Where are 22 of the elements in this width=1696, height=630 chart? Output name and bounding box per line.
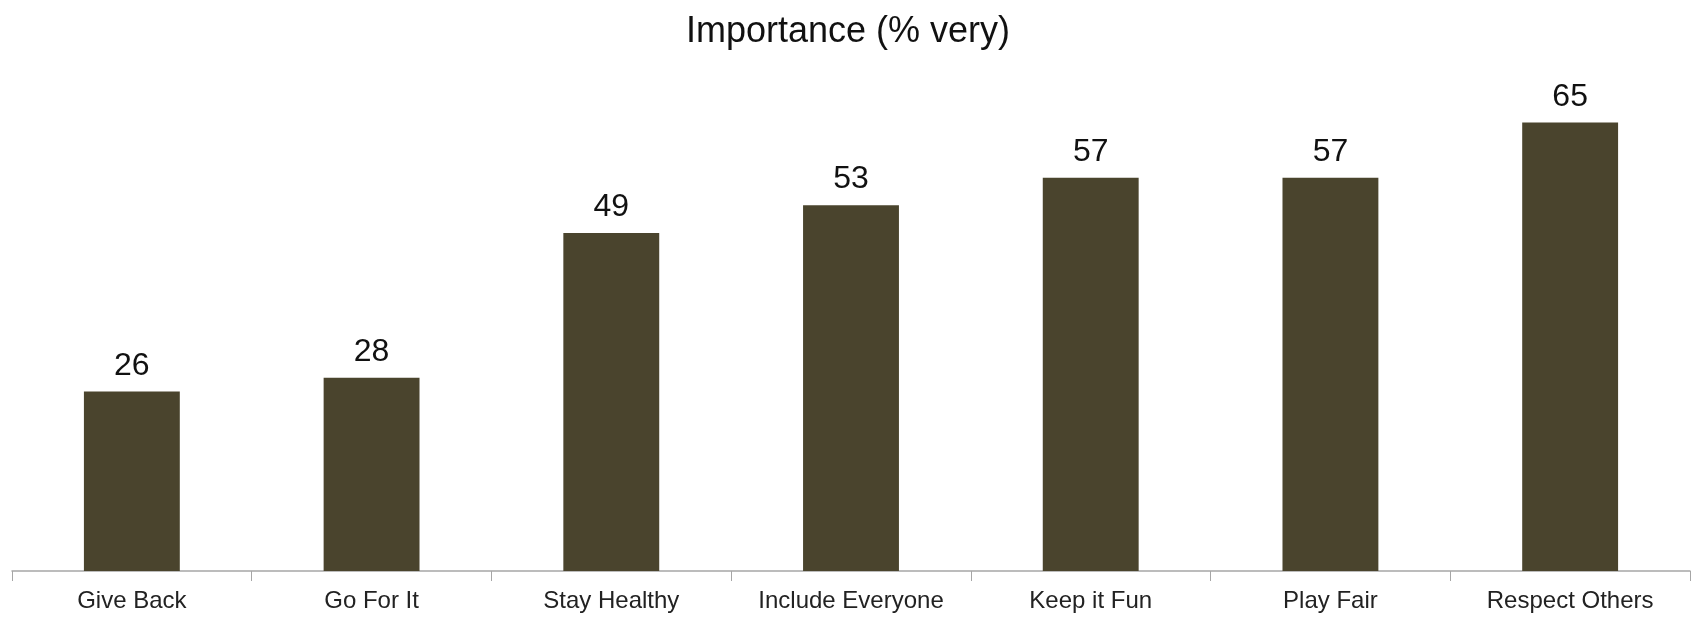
x-tick-label: Respect Others bbox=[1486, 585, 1654, 613]
bar bbox=[1522, 122, 1619, 571]
data-label: 57 bbox=[1312, 131, 1349, 168]
data-label: 28 bbox=[353, 331, 390, 368]
x-tick-label: Stay Healthy bbox=[543, 585, 680, 613]
bar bbox=[1042, 177, 1139, 571]
bar bbox=[1282, 177, 1379, 571]
data-label: 53 bbox=[833, 159, 869, 196]
x-tick-label: Play Fair bbox=[1283, 585, 1378, 613]
data-label: 26 bbox=[114, 345, 150, 382]
bar bbox=[563, 232, 660, 571]
chart-title: Importance (% very) bbox=[685, 8, 1011, 50]
data-label: 49 bbox=[593, 186, 630, 223]
x-tick-label: Go For It bbox=[324, 585, 420, 613]
data-label: 65 bbox=[1552, 76, 1588, 113]
bar bbox=[83, 391, 180, 571]
x-tick-label: Keep it Fun bbox=[1029, 585, 1153, 613]
x-tick-label: Include Everyone bbox=[758, 585, 944, 613]
data-label: 57 bbox=[1072, 131, 1109, 168]
x-tick-label: Give Back bbox=[77, 585, 188, 613]
bar bbox=[323, 377, 420, 571]
bar bbox=[803, 205, 899, 571]
